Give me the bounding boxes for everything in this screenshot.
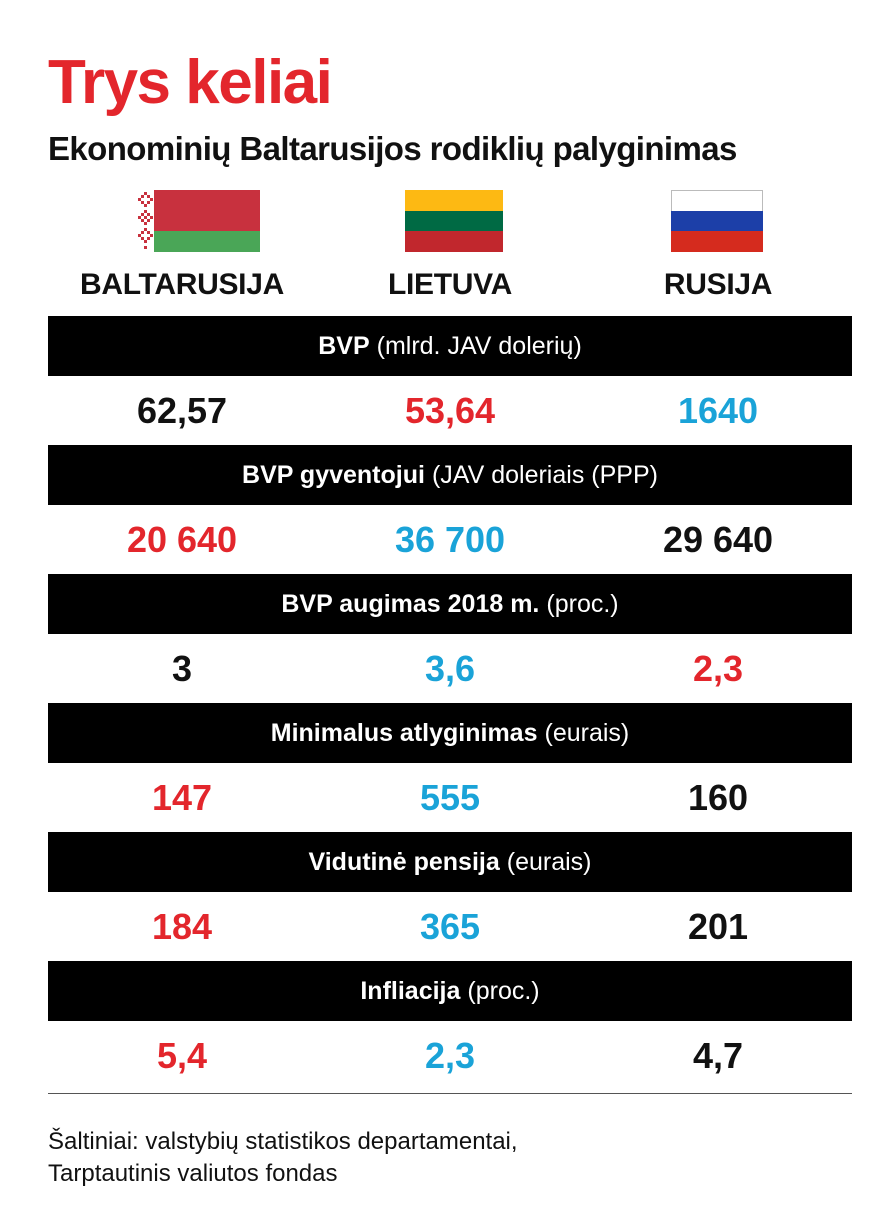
indicator-unit: (proc.) <box>467 976 540 1005</box>
value-belarus: 20 640 <box>126 519 238 560</box>
indicator-unit: (eurais) <box>506 847 592 876</box>
value-russia: 201 <box>687 906 749 947</box>
value-lithuania: 2,3 <box>424 1035 476 1076</box>
country-name-lithuania: LIETUVA <box>387 268 512 301</box>
indicator-values-row: 20 640 36 700 29 640 <box>48 505 852 574</box>
lithuania-flag-icon <box>405 190 503 252</box>
indicator-values-row: 147 555 160 <box>48 763 852 832</box>
flags-row <box>48 190 852 252</box>
source-note: Šaltiniai: valstybių statistikos departa… <box>48 1126 848 1190</box>
indicator-header-bar: Infliacija (proc.) <box>48 961 852 1021</box>
value-lithuania: 3,6 <box>424 648 476 689</box>
divider-line <box>48 1093 852 1094</box>
country-name-russia: RUSIJA <box>663 268 773 301</box>
comparison-table: BVP (mlrd. JAV dolerių) 62,57 53,64 1640 BVP … <box>48 316 852 1090</box>
indicator-values-row: 5,4 2,3 4,7 <box>48 1021 852 1090</box>
indicator-label: Minimalus atlyginimas <box>270 718 538 747</box>
indicator-section: Infliacija (proc.) 5,4 2,3 4,7 <box>48 961 852 1090</box>
value-russia: 160 <box>687 777 749 818</box>
indicator-section: BVP augimas 2018 m. (proc.) 3 3,6 2,3 <box>48 574 852 703</box>
indicator-label: BVP gyventojui <box>242 460 425 489</box>
indicator-section: Minimalus atlyginimas (eurais) 147 555 160 <box>48 703 852 832</box>
indicator-unit: (proc.) <box>546 589 619 618</box>
belarus-flag-icon <box>137 190 260 252</box>
country-header-row: BALTARUSIJA LIETUVA RUSIJA <box>48 262 852 308</box>
russia-flag-icon <box>671 190 763 252</box>
indicator-label: BVP augimas 2018 m. <box>281 589 540 618</box>
indicator-section: Vidutinė pensija (eurais) 184 365 201 <box>48 832 852 961</box>
source-line-2: Tarptautinis valiutos fondas <box>48 1160 338 1187</box>
value-belarus: 62,57 <box>136 390 228 431</box>
infographic-title: Trys keliai <box>48 48 333 117</box>
indicator-label: Infliacija <box>360 976 461 1005</box>
country-name-belarus: BALTARUSIJA <box>80 268 284 301</box>
indicator-section: BVP (mlrd. JAV dolerių) 62,57 53,64 1640 <box>48 316 852 445</box>
indicator-unit: (mlrd. JAV dolerių) <box>376 331 582 360</box>
indicator-section: BVP gyventojui (JAV doleriais (PPP) 20 640… <box>48 445 852 574</box>
indicator-header-bar: Minimalus atlyginimas (eurais) <box>48 703 852 763</box>
value-lithuania: 555 <box>419 777 481 818</box>
indicator-header-bar: BVP (mlrd. JAV dolerių) <box>48 316 852 376</box>
value-russia: 4,7 <box>692 1035 744 1076</box>
indicator-header-bar: BVP gyventojui (JAV doleriais (PPP) <box>48 445 852 505</box>
value-belarus: 5,4 <box>156 1035 208 1076</box>
indicator-header-bar: BVP augimas 2018 m. (proc.) <box>48 574 852 634</box>
indicator-header-bar: Vidutinė pensija (eurais) <box>48 832 852 892</box>
source-line-1: Šaltiniai: valstybių statistikos departa… <box>48 1128 518 1155</box>
value-russia: 29 640 <box>662 519 774 560</box>
indicator-label: BVP <box>318 331 370 360</box>
indicator-values-row: 62,57 53,64 1640 <box>48 376 852 445</box>
value-belarus: 147 <box>151 777 213 818</box>
value-russia: 2,3 <box>692 648 744 689</box>
indicator-values-row: 3 3,6 2,3 <box>48 634 852 703</box>
infographic-subtitle: Ekonominių Baltarusijos rodiklių palygin… <box>48 130 737 167</box>
indicator-label: Vidutinė pensija <box>308 847 500 876</box>
value-belarus: 3 <box>171 648 193 689</box>
indicator-unit: (JAV doleriais (PPP) <box>431 460 658 489</box>
value-lithuania: 36 700 <box>394 519 506 560</box>
value-lithuania: 365 <box>419 906 481 947</box>
indicator-unit: (eurais) <box>544 718 630 747</box>
value-belarus: 184 <box>151 906 213 947</box>
value-lithuania: 53,64 <box>404 390 496 431</box>
value-russia: 1640 <box>677 390 759 431</box>
indicator-values-row: 184 365 201 <box>48 892 852 961</box>
